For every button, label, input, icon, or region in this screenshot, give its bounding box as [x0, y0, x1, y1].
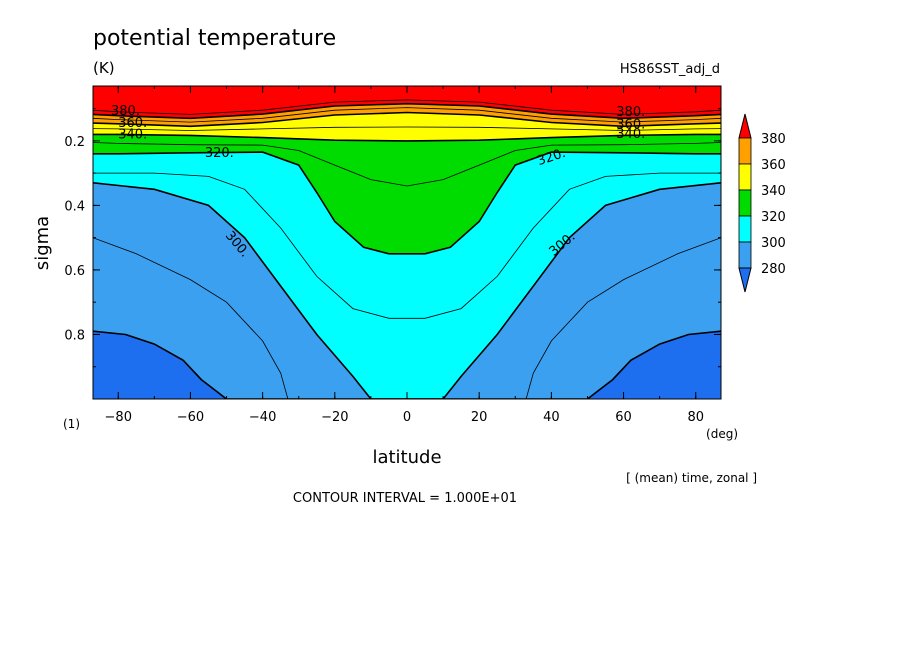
contour-line-290	[93, 237, 721, 399]
y-unit-label: (1)	[63, 417, 80, 431]
contour-line-370	[93, 107, 721, 123]
contour-line-390	[93, 99, 721, 115]
colorbar-segment	[738, 241, 752, 269]
x-tick-label: 80	[687, 410, 704, 425]
note-label: [ (mean) time, zonal ]	[626, 471, 757, 485]
contour-line-310	[93, 172, 721, 319]
contour-line-300	[93, 182, 721, 399]
colorbar-label: 360	[761, 158, 786, 173]
colorbar-segment	[738, 137, 752, 165]
contour-line-320	[93, 151, 721, 255]
contour-interval-label: CONTOUR INTERVAL = 1.000E+01	[293, 491, 517, 506]
y-axis-label: sigma	[32, 216, 53, 270]
colorbar-top-arrow	[738, 113, 752, 139]
contour-label-360-0: 360.	[118, 116, 147, 131]
contour-line-360	[93, 111, 721, 128]
colorbar-bottom-arrow	[738, 267, 752, 293]
contour-line-280	[93, 330, 721, 399]
colorbar: 380 360 340 320 300 280	[738, 113, 786, 293]
y-tick-label: 0.8	[64, 328, 85, 343]
contour-lines	[93, 99, 721, 399]
colorbar-segment	[738, 163, 752, 191]
band-fill-280	[93, 331, 721, 399]
colorbar-segment	[738, 189, 752, 217]
colorbar-label: 320	[761, 210, 786, 225]
contour-line-330	[93, 142, 721, 187]
colorbar-label: 380	[761, 132, 786, 147]
y-tick-label: 0.6	[64, 264, 85, 279]
x-tick-label: −20	[321, 410, 348, 425]
band-fill-290	[93, 237, 721, 399]
contour-label-360-1: 360.	[616, 118, 645, 133]
contour-label-340-1: 340.	[616, 127, 645, 142]
colorbar-label: 300	[761, 236, 786, 251]
contour-label-390-1: 380.	[616, 105, 645, 120]
contour-line-380	[93, 102, 721, 120]
contour-line-350	[93, 126, 721, 131]
colorbar-label: 340	[761, 184, 786, 199]
x-tick-label: 0	[403, 410, 411, 425]
y-axis: 0.2 0.4 0.6 0.8	[64, 108, 721, 368]
dataset-label: HS86SST_adj_d	[620, 62, 720, 77]
contour-label-390-0: 380.	[111, 104, 140, 119]
contour-label-340-0: 340.	[118, 127, 147, 142]
x-unit-label: (deg)	[706, 427, 738, 441]
units-label: (K)	[93, 59, 115, 77]
x-tick-label: 20	[471, 410, 488, 425]
y-tick-label: 0.4	[64, 199, 85, 214]
y-tick-label: 0.2	[64, 135, 85, 150]
x-tick-label: −80	[105, 410, 132, 425]
colorbar-segment	[738, 215, 752, 243]
contour-line-340	[93, 133, 721, 142]
x-tick-label: 60	[615, 410, 632, 425]
x-axis: −80 −60 −40 −20 0 20 40 60 80	[105, 86, 704, 425]
x-axis-label: latitude	[372, 447, 441, 468]
chart-title: potential temperature	[93, 26, 336, 51]
x-tick-label: 40	[543, 410, 560, 425]
x-tick-label: −40	[249, 410, 276, 425]
x-tick-label: −60	[177, 410, 204, 425]
contour-label-320-0: 320.	[205, 146, 234, 161]
colorbar-label: 280	[761, 262, 786, 277]
